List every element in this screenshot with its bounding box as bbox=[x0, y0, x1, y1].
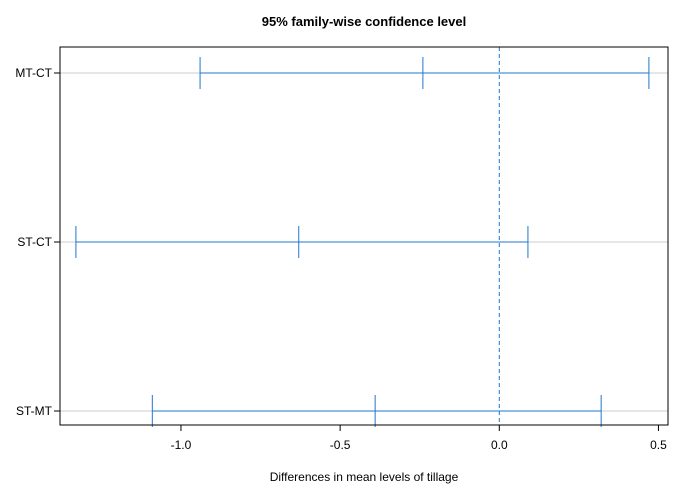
y-axis: MT-CT ST-CT ST-MT bbox=[15, 66, 60, 418]
x-tick-label: 0.0 bbox=[491, 438, 508, 452]
y-tick-label: ST-CT bbox=[17, 235, 52, 249]
y-tick-label: ST-MT bbox=[16, 404, 53, 418]
chart-title: 95% family-wise confidence level bbox=[262, 14, 466, 29]
interval-st-mt bbox=[151, 395, 602, 427]
x-tick-label: -1.0 bbox=[171, 438, 192, 452]
x-tick-label: 0.5 bbox=[650, 438, 667, 452]
x-tick-label: -0.5 bbox=[330, 438, 351, 452]
interval-st-ct bbox=[75, 226, 529, 258]
plot-frame bbox=[59, 46, 669, 426]
intervals bbox=[75, 57, 650, 427]
x-axis: -1.0 -0.5 0.0 0.5 bbox=[171, 425, 667, 452]
interval-mt-ct bbox=[199, 57, 650, 89]
y-tick-label: MT-CT bbox=[15, 66, 52, 80]
x-axis-title: Differences in mean levels of tillage bbox=[270, 470, 459, 484]
